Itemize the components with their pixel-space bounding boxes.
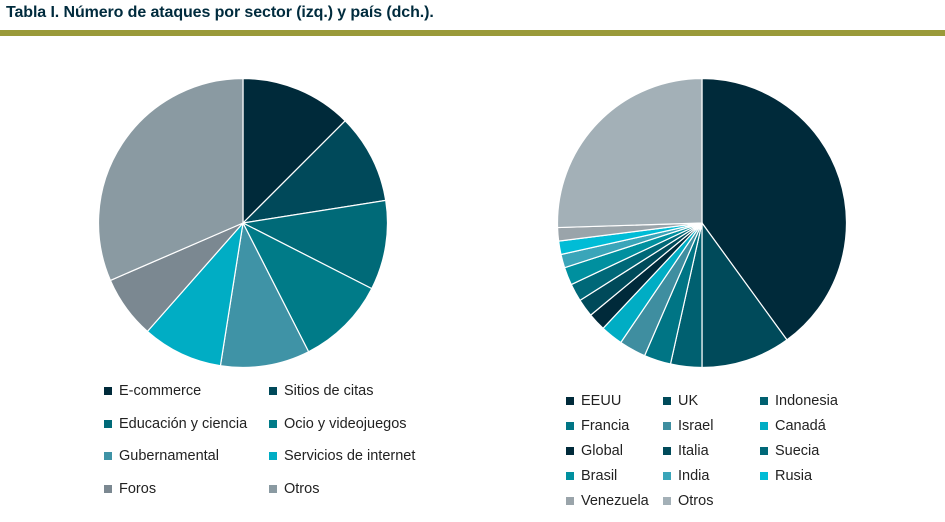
sector-slice-otros — [97, 77, 244, 281]
legend-label: Global — [581, 443, 623, 459]
legend-label: Rusia — [775, 468, 813, 484]
country-slice-eeuu — [701, 77, 848, 341]
country-slice-uk — [701, 222, 788, 369]
legend-swatch — [663, 397, 671, 405]
legend-label: Suecia — [775, 443, 820, 459]
country-legend: EEUU UK Indonesia Francia Israel Canadá Global… — [566, 393, 936, 518]
legend-swatch — [566, 397, 574, 405]
legend-swatch — [104, 387, 112, 395]
sector-slice-gubernamental — [219, 222, 310, 369]
legend-swatch — [269, 387, 277, 395]
legend-label: Francia — [581, 418, 630, 434]
title-divider — [0, 30, 945, 36]
sector-legend-item-e-commerce: E-commerce — [104, 383, 201, 399]
sector-slice-servicios-de-internet — [146, 222, 244, 367]
legend-label: Gubernamental — [119, 448, 219, 464]
legend-swatch — [760, 422, 768, 430]
country-legend-item-italia: Italia — [663, 443, 709, 459]
country-legend-item-uk: UK — [663, 393, 698, 409]
country-legend-item-indonesia: Indonesia — [760, 393, 838, 409]
country-legend-item-brasil: Brasil — [566, 468, 617, 484]
legend-swatch — [104, 419, 112, 428]
legend-swatch — [566, 447, 574, 455]
legend-label: Otros — [678, 493, 714, 509]
country-slice-otros — [556, 77, 703, 229]
legend-label: India — [678, 468, 710, 484]
legend-label: Servicios de internet — [284, 448, 416, 464]
legend-label: Foros — [119, 480, 157, 497]
legend-swatch — [663, 447, 671, 455]
legend-swatch — [104, 484, 112, 493]
legend-swatch — [760, 397, 768, 405]
legend-label: Canadá — [775, 418, 826, 434]
legend-swatch — [566, 422, 574, 430]
legend-swatch — [269, 419, 277, 428]
country-legend-item-suecia: Suecia — [760, 443, 819, 459]
sector-slice-educacion-y-ciencia — [242, 199, 389, 290]
country-legend-item-israel: Israel — [663, 418, 713, 434]
country-legend-item-francia: Francia — [566, 418, 629, 434]
sector-legend-item-sitios-de-citas: Sitios de citas — [269, 383, 373, 399]
legend-swatch — [269, 484, 277, 493]
sector-legend-item-gubernamental: Gubernamental — [104, 448, 219, 464]
sector-legend: E-commerce Sitios de citas Educación y cie… — [104, 383, 434, 508]
sector-legend-item-otros: Otros — [269, 481, 319, 497]
sector-slice-ocio-y-videojuegos — [242, 222, 373, 353]
legend-label: Otros — [284, 480, 320, 497]
legend-label: Sitios de citas — [284, 383, 374, 399]
legend-swatch — [760, 447, 768, 455]
legend-label: E-commerce — [119, 383, 202, 399]
legend-swatch — [663, 497, 671, 505]
legend-label: Israel — [678, 418, 714, 434]
country-legend-item-global: Global — [566, 443, 623, 459]
country-legend-item-rusia: Rusia — [760, 468, 812, 484]
country-legend-item-eeuu: EEUU — [566, 393, 621, 409]
legend-swatch — [760, 472, 768, 480]
legend-label: Venezuela — [581, 493, 649, 509]
sector-pie-chart — [97, 77, 389, 369]
legend-label: Educación y ciencia — [119, 415, 248, 432]
legend-label: Indonesia — [775, 393, 838, 409]
legend-label: Brasil — [581, 468, 618, 484]
country-legend-item-india: India — [663, 468, 709, 484]
legend-label: Ocio y videojuegos — [284, 415, 407, 432]
sector-legend-item-foros: Foros — [104, 481, 156, 497]
sector-legend-item-servicios-de-internet: Servicios de internet — [269, 448, 415, 464]
country-legend-item-canada: Canadá — [760, 418, 826, 434]
legend-swatch — [663, 472, 671, 480]
sector-slice-e-commerce — [242, 77, 346, 224]
legend-swatch — [566, 497, 574, 505]
legend-label: EEUU — [581, 393, 622, 409]
country-pie-chart — [556, 77, 848, 369]
sector-legend-item-educacion-y-ciencia: Educación y ciencia — [104, 416, 247, 432]
legend-swatch — [269, 452, 277, 460]
country-legend-item-otros: Otros — [663, 493, 713, 509]
legend-swatch — [104, 452, 112, 460]
sector-legend-item-ocio-y-videojuegos: Ocio y videojuegos — [269, 416, 407, 432]
legend-label: Italia — [678, 443, 709, 459]
page-title: Tabla I. Número de ataques por sector (i… — [6, 4, 434, 21]
sector-slice-sitios-de-citas — [242, 120, 387, 224]
legend-label: UK — [678, 393, 699, 409]
legend-swatch — [566, 472, 574, 480]
legend-swatch — [663, 422, 671, 430]
country-legend-item-venezuela: Venezuela — [566, 493, 649, 509]
